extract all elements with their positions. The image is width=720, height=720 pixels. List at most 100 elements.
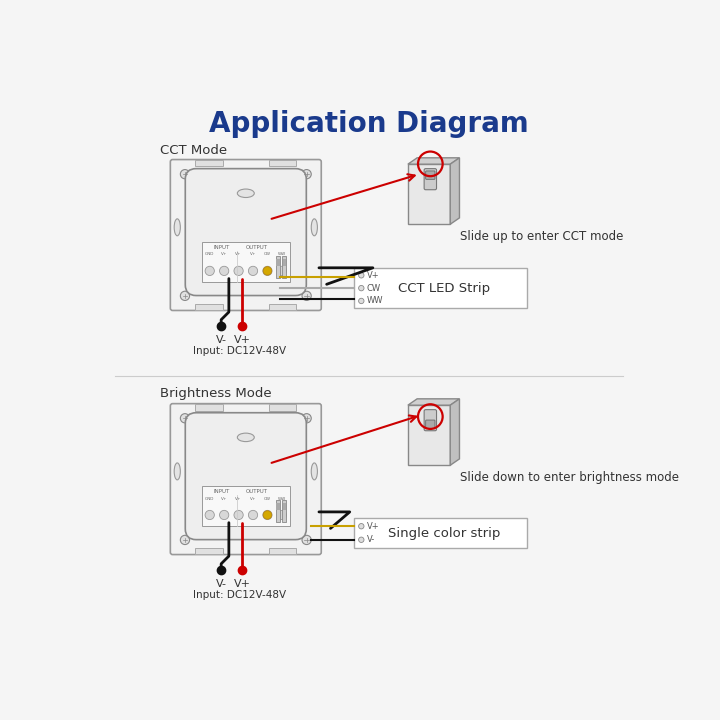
FancyBboxPatch shape bbox=[424, 410, 436, 431]
Circle shape bbox=[264, 266, 271, 275]
Text: V+: V+ bbox=[235, 497, 242, 500]
Text: GND: GND bbox=[205, 497, 215, 500]
Circle shape bbox=[220, 266, 229, 276]
Text: CCT Mode: CCT Mode bbox=[160, 144, 227, 157]
FancyBboxPatch shape bbox=[171, 404, 321, 554]
Text: V-: V- bbox=[216, 579, 227, 589]
Text: Brightness Mode: Brightness Mode bbox=[160, 387, 271, 400]
Bar bbox=[282, 500, 287, 522]
Bar bbox=[202, 242, 289, 282]
Text: WW: WW bbox=[366, 297, 383, 305]
Bar bbox=[354, 268, 527, 308]
Circle shape bbox=[277, 266, 287, 276]
Text: V+: V+ bbox=[233, 335, 251, 345]
Bar bbox=[276, 503, 279, 510]
Ellipse shape bbox=[311, 219, 318, 235]
Bar bbox=[269, 405, 296, 410]
Bar bbox=[202, 486, 289, 526]
Circle shape bbox=[264, 510, 271, 519]
Circle shape bbox=[180, 414, 189, 423]
Text: OUTPUT: OUTPUT bbox=[246, 489, 267, 494]
Circle shape bbox=[263, 266, 272, 276]
Text: V+: V+ bbox=[250, 497, 256, 500]
Circle shape bbox=[302, 414, 311, 423]
Bar bbox=[283, 258, 286, 266]
Text: CW: CW bbox=[264, 497, 271, 500]
Circle shape bbox=[263, 510, 272, 520]
Text: WW: WW bbox=[278, 253, 286, 256]
Ellipse shape bbox=[311, 463, 318, 480]
Bar bbox=[195, 161, 223, 166]
Circle shape bbox=[359, 537, 364, 542]
Circle shape bbox=[359, 285, 364, 291]
Text: V+: V+ bbox=[233, 579, 251, 589]
Bar bbox=[195, 304, 223, 310]
Circle shape bbox=[302, 291, 311, 300]
Circle shape bbox=[248, 510, 258, 520]
Text: Input: DC12V-48V: Input: DC12V-48V bbox=[193, 590, 287, 600]
Ellipse shape bbox=[174, 219, 180, 235]
Circle shape bbox=[359, 298, 364, 304]
Circle shape bbox=[359, 273, 364, 278]
Polygon shape bbox=[450, 158, 459, 224]
Text: INPUT: INPUT bbox=[213, 489, 230, 494]
Circle shape bbox=[180, 535, 189, 544]
FancyBboxPatch shape bbox=[424, 168, 436, 190]
Circle shape bbox=[248, 266, 258, 276]
FancyBboxPatch shape bbox=[426, 171, 435, 179]
Circle shape bbox=[220, 510, 229, 520]
Bar bbox=[269, 304, 296, 310]
Text: V+: V+ bbox=[235, 253, 242, 256]
Polygon shape bbox=[450, 399, 459, 465]
Bar bbox=[276, 500, 280, 522]
Bar bbox=[269, 548, 296, 554]
Bar bbox=[408, 405, 450, 465]
Text: Slide up to enter CCT mode: Slide up to enter CCT mode bbox=[460, 230, 624, 243]
Circle shape bbox=[234, 266, 243, 276]
Text: GND: GND bbox=[205, 253, 215, 256]
Text: CW: CW bbox=[366, 284, 381, 292]
Bar bbox=[269, 161, 296, 166]
Polygon shape bbox=[408, 158, 459, 164]
FancyBboxPatch shape bbox=[185, 168, 306, 295]
Bar bbox=[354, 518, 527, 549]
Circle shape bbox=[180, 169, 189, 179]
Polygon shape bbox=[408, 399, 459, 405]
Circle shape bbox=[180, 291, 189, 300]
Text: Slide down to enter brightness mode: Slide down to enter brightness mode bbox=[460, 471, 679, 484]
Bar bbox=[408, 164, 450, 224]
Bar bbox=[195, 405, 223, 410]
Circle shape bbox=[359, 523, 364, 529]
FancyBboxPatch shape bbox=[171, 160, 321, 310]
Text: V+: V+ bbox=[221, 497, 228, 500]
Text: V+: V+ bbox=[221, 253, 228, 256]
Text: CW: CW bbox=[264, 253, 271, 256]
Bar bbox=[283, 503, 286, 510]
Ellipse shape bbox=[238, 433, 254, 441]
Bar bbox=[276, 256, 280, 278]
Text: V-: V- bbox=[366, 535, 375, 544]
Text: V-: V- bbox=[216, 335, 227, 345]
Circle shape bbox=[205, 266, 215, 276]
Bar bbox=[195, 548, 223, 554]
Circle shape bbox=[302, 535, 311, 544]
Text: WW: WW bbox=[278, 497, 286, 500]
Circle shape bbox=[302, 169, 311, 179]
Text: INPUT: INPUT bbox=[213, 245, 230, 250]
Circle shape bbox=[205, 510, 215, 520]
Text: CCT LED Strip: CCT LED Strip bbox=[397, 282, 490, 294]
Bar bbox=[276, 258, 279, 266]
Text: V+: V+ bbox=[366, 271, 379, 280]
Ellipse shape bbox=[174, 463, 180, 480]
Circle shape bbox=[277, 510, 287, 520]
Text: V+: V+ bbox=[366, 522, 379, 531]
Bar bbox=[282, 256, 287, 278]
Text: Application Diagram: Application Diagram bbox=[209, 109, 529, 138]
Text: OUTPUT: OUTPUT bbox=[246, 245, 267, 250]
FancyBboxPatch shape bbox=[185, 413, 306, 539]
Text: Single color strip: Single color strip bbox=[387, 526, 500, 539]
Ellipse shape bbox=[238, 189, 254, 197]
Text: V+: V+ bbox=[250, 253, 256, 256]
Circle shape bbox=[234, 510, 243, 520]
FancyBboxPatch shape bbox=[426, 420, 435, 428]
